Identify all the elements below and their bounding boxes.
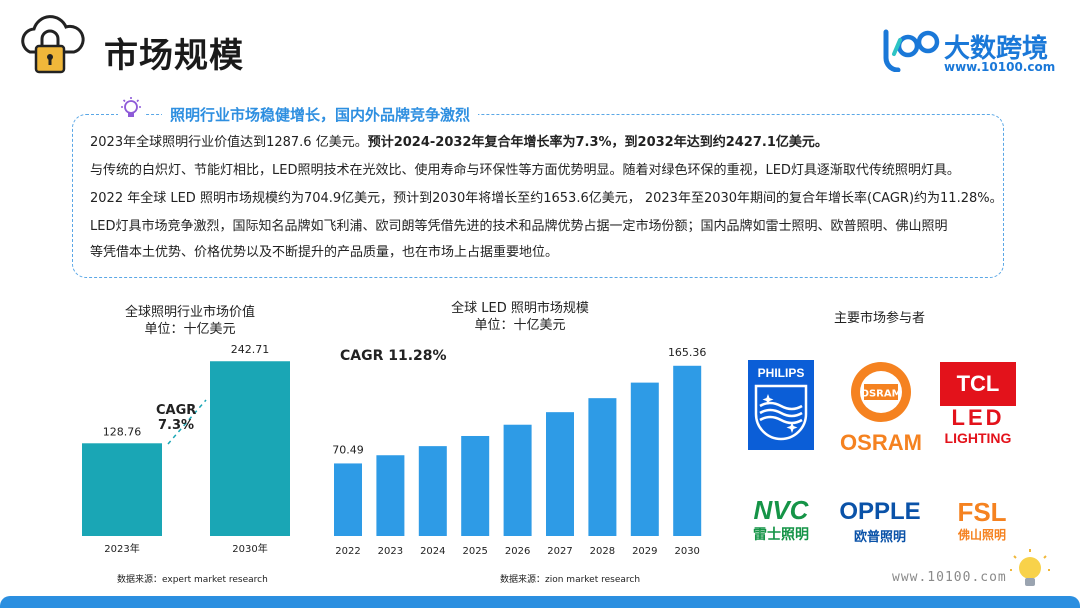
chart2-x-tick: 2023 — [378, 546, 403, 557]
chart2-title-block: 全球 LED 照明市场规模 单位：十亿美元 — [420, 300, 620, 334]
summary-headline: 照明行业市场稳健增长，国内外品牌竞争激烈 — [162, 104, 479, 125]
summary-line-3: 2022 年全球 LED 照明市场规模约为704.9亿美元，预计到2030年将增… — [90, 191, 1003, 206]
summary-line-1b: 预计2024-2032年复合年增长率为7.3%，到2032年达到约2427.1亿… — [367, 135, 828, 150]
chart1-subtitle: 单位：十亿美元 — [144, 322, 236, 337]
cloud-lock-icon — [16, 12, 86, 78]
chart2-x-tick: 2029 — [632, 546, 657, 557]
tcl-lighting-text: LIGHTING — [944, 430, 1012, 446]
lightbulb-footer-icon — [1010, 548, 1050, 592]
chart1-x-tick: 2030年 — [232, 542, 267, 555]
philips-text: PHILIPS — [757, 366, 805, 380]
participants-title: 主要市场参与者 — [834, 311, 926, 326]
summary-line-1a: 2023年全球照明行业价值达到1287.6 亿美元。 — [90, 135, 368, 150]
tcl-logo: TCL LED LIGHTING — [940, 362, 1016, 452]
chart2-bar — [418, 446, 447, 536]
summary-line-1: 2023年全球照明行业价值达到1287.6 亿美元。预计2024-2032年复合… — [90, 134, 1000, 152]
chart1-source: 数据来源：expert market research — [117, 575, 268, 585]
chart1-cagr-value: 7.3% — [158, 418, 194, 433]
bottom-bar — [0, 596, 1080, 608]
chart2-bar — [461, 435, 490, 536]
chart2-source: 数据来源：zion market research — [500, 575, 641, 585]
chart2-bar — [588, 398, 617, 536]
page-title: 市场规模 — [104, 36, 244, 76]
chart2-data-label: 165.36 — [668, 346, 707, 359]
tcl-led-text: LED — [951, 405, 1005, 430]
nvc-text: NVC — [753, 495, 809, 525]
summary-line-2: 与传统的白炽灯、节能灯相比，LED照明技术在光效比、使用寿命与环保性等方面优势明… — [90, 163, 960, 178]
chart1-bar — [82, 443, 162, 536]
chart2-bar — [546, 412, 574, 536]
footer-url: www.10100.com — [892, 570, 1007, 585]
chart2-bar — [503, 424, 532, 536]
summary-line-5: 等凭借本土优势、价格优势以及不断提升的产品质量，也在市场上占据重要地位。 — [90, 245, 559, 260]
chart2-x-tick: 2028 — [590, 546, 615, 557]
osram-text: OSRAM — [840, 430, 922, 455]
chart1-title: 全球照明行业市场价值 — [124, 305, 255, 320]
philips-shield-icon — [754, 384, 808, 441]
chart2-data-label: 70.49 — [332, 443, 364, 456]
logo-url: www.10100.com — [944, 60, 1056, 74]
philips-logo: PHILIPS — [748, 360, 814, 450]
chart2-cagr-label: CAGR 11.28% — [340, 348, 447, 364]
osram-bulb-icon: OSRAM — [851, 362, 911, 422]
chart2-bar — [334, 463, 362, 536]
summary-box — [72, 114, 1004, 278]
chart2-x-tick: 2030 — [674, 546, 699, 557]
chart2-bar — [376, 455, 405, 536]
nvc-logo: NVC 雷士照明 — [746, 496, 816, 550]
tcl-text: TCL — [940, 362, 1016, 406]
chart2-x-tick: 2025 — [462, 546, 487, 557]
chart1-data-label: 128.76 — [103, 425, 142, 438]
chart2-subtitle: 单位：十亿美元 — [474, 318, 566, 333]
chart2-x-tick: 2024 — [420, 546, 445, 557]
chart2-bar — [673, 365, 702, 536]
nvc-chinese: 雷士照明 — [753, 527, 809, 543]
opple-text: OPPLE — [839, 498, 921, 525]
chart2-title: 全球 LED 照明市场规模 — [451, 301, 589, 316]
fsl-logo: FSL 佛山照明 — [950, 498, 1014, 550]
chart1-title-block: 全球照明行业市场价值 单位：十亿美元 — [90, 304, 290, 338]
chart1-data-label: 242.71 — [231, 343, 270, 356]
chart1-x-tick: 2023年 — [104, 542, 139, 555]
osram-logo: OSRAM OSRAM — [834, 360, 928, 455]
chart2-bar — [630, 382, 659, 536]
chart2-x-tick: 2022 — [335, 546, 360, 557]
chart1-cagr-label: CAGR — [156, 403, 196, 418]
opple-logo: OPPLE 欧普照明 — [834, 498, 926, 550]
logo-text: 大数跨境 — [944, 34, 1049, 64]
chart1-cagr-line — [167, 399, 207, 445]
osram-inner-text: OSRAM — [860, 389, 901, 400]
opple-chinese: 欧普照明 — [853, 530, 906, 545]
brand-logo — [878, 26, 940, 73]
fsl-chinese: 佛山照明 — [957, 528, 1006, 542]
chart2-x-tick: 2026 — [505, 546, 530, 557]
lightbulb-icon — [118, 96, 144, 122]
chart2-x-tick: 2027 — [547, 546, 572, 557]
chart2-bar-chart: 70.49 2022 2023 2024 2025 2026 2027 2028 2029 165… — [332, 346, 707, 557]
chart1-bar — [210, 361, 290, 536]
fsl-text: FSL — [957, 497, 1007, 527]
summary-line-4: LED灯具市场竞争激烈，国际知名品牌如飞利浦、欧司朗等凭借先进的技术和品牌优势占… — [90, 219, 948, 234]
